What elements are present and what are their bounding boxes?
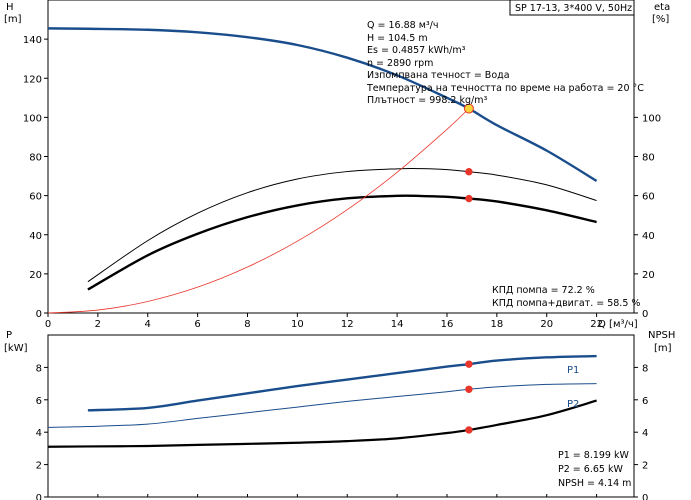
y-tick-label: 60 — [29, 192, 42, 203]
info-line: Es = 0.4857 kWh/m³ — [367, 45, 466, 56]
system-curve — [47, 108, 470, 314]
x-tick-label: 2 — [95, 319, 101, 330]
upper-left-axis-unit: [m] — [4, 14, 22, 25]
pump-model-box — [509, 0, 635, 16]
upper-left-axis-label: H — [6, 2, 14, 13]
npsh-curve — [47, 399, 597, 448]
lower-right-axis-unit: [m] — [654, 343, 672, 354]
p2-curve — [47, 383, 597, 428]
y2-tick-label: 4 — [642, 428, 648, 439]
operating-point-marker — [465, 168, 473, 176]
x-tick-label: 20 — [540, 319, 553, 330]
operating-point-marker — [465, 385, 473, 393]
info-line: Плътност = 998.2 kg/m³ — [367, 95, 487, 106]
pump-model-label: SP 17-13, 3*400 V, 50Hz — [515, 3, 632, 14]
total-efficiency-text: КПД помпа+двигат. = 58.5 % — [492, 298, 640, 309]
y-tick-label: 20 — [29, 270, 42, 281]
x-tick-label: 6 — [194, 319, 200, 330]
y-tick-label: 6 — [36, 396, 42, 407]
operating-point-marker — [465, 426, 473, 434]
y2-tick-label: 20 — [642, 270, 655, 281]
upper-series-group — [47, 27, 598, 314]
info-line: n = 2890 rpm — [367, 58, 433, 69]
info-line: Температура на течността по време на раб… — [366, 83, 644, 94]
y2-tick-label: 60 — [642, 192, 655, 203]
info-line: Q = 16.88 м³/ч — [367, 20, 438, 31]
y-tick-label: 40 — [29, 231, 42, 242]
y-tick-label: 120 — [23, 74, 42, 85]
upper-plot-frame — [47, 0, 635, 314]
x-tick-label: 0 — [45, 319, 51, 330]
x-tick-label: 10 — [291, 319, 304, 330]
y2-tick-label: 80 — [642, 153, 655, 164]
lower-plot-frame — [47, 334, 635, 498]
pump-efficiency-curve — [87, 167, 597, 283]
y-tick-label: 0 — [36, 309, 42, 320]
y-tick-label: 0 — [36, 493, 42, 500]
x-tick-label: 22 — [590, 319, 603, 330]
y2-tick-label: 8 — [642, 363, 648, 374]
y2-tick-label: 2 — [642, 461, 648, 472]
y-tick-label: 2 — [36, 461, 42, 472]
info-line: Изпомпвана течност = Вода — [367, 70, 510, 81]
x-axis-label: Q [м³/ч] — [598, 319, 638, 330]
x-tick-label: 12 — [341, 319, 354, 330]
operating-point-marker — [465, 194, 473, 203]
y2-tick-label: 0 — [642, 309, 648, 320]
upper-right-axis-label: eta — [654, 2, 670, 13]
p2-value-text: P2 = 6.65 kW — [558, 464, 623, 475]
operating-point-marker — [465, 360, 473, 368]
p1-value-text: P1 = 8.199 kW — [558, 450, 629, 461]
head-curve — [47, 27, 598, 182]
p1-curve — [87, 354, 597, 412]
pump-efficiency-text: КПД помпа = 72.2 % — [492, 285, 595, 296]
info-line: H = 104.5 m — [367, 33, 428, 44]
y-tick-label: 100 — [23, 113, 42, 124]
y-tick-label: 8 — [36, 363, 42, 374]
total-efficiency-curve — [87, 194, 597, 291]
x-tick-label: 4 — [145, 319, 151, 330]
y2-tick-label: 40 — [642, 231, 655, 242]
y-tick-label: 4 — [36, 428, 42, 439]
y2-tick-label: 100 — [642, 113, 661, 124]
lower-series-group — [47, 354, 597, 448]
npsh-value-text: NPSH = 4.14 m — [558, 478, 631, 489]
series-label-p2: P2 — [567, 399, 579, 410]
lower-left-axis-unit: [kW] — [4, 343, 28, 354]
upper-ticks: 0 2 4 6 8 10 12 14 16 18 20 22 0 20 40 60 80 100 120 140 0 20… — [23, 35, 661, 330]
lower-left-axis-label: P — [6, 330, 12, 341]
upper-right-axis-unit: [%] — [652, 14, 669, 25]
x-tick-label: 14 — [391, 319, 404, 330]
operating-info-block: Q = 16.88 м³/ч H = 104.5 m Es = 0.4857 k… — [366, 20, 644, 106]
lower-right-axis-label: NPSH — [648, 330, 675, 341]
series-label-p1: P1 — [567, 365, 579, 376]
x-tick-label: 18 — [490, 319, 503, 330]
y-tick-label: 140 — [23, 35, 42, 46]
operating-point-marker — [463, 103, 474, 114]
x-tick-label: 16 — [441, 319, 454, 330]
y2-tick-label: 6 — [642, 396, 648, 407]
y-tick-label: 80 — [29, 153, 42, 164]
y2-tick-label: 0 — [642, 493, 648, 500]
operating-points — [463, 103, 474, 434]
x-tick-label: 8 — [244, 319, 250, 330]
lower-ticks: 0 2 4 6 8 0 2 4 6 8 — [36, 363, 649, 500]
